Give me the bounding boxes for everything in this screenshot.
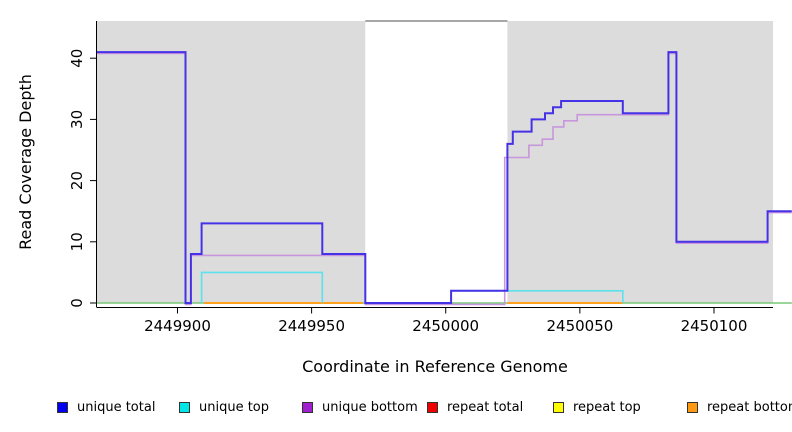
series-unique-total bbox=[97, 51, 792, 304]
legend-item-unique-top: unique top bbox=[179, 400, 269, 415]
legend-label: repeat top bbox=[573, 400, 641, 415]
series-unique-top bbox=[200, 271, 324, 303]
legend-swatch-icon bbox=[179, 402, 190, 413]
legend: unique total unique top unique bottom repea… bbox=[0, 396, 792, 426]
coverage-step-chart: 0 10 20 30 40 2449900 2449950 2450000 2450050 245… bbox=[16, 20, 792, 376]
legend-item-repeat-total: repeat total bbox=[427, 400, 523, 415]
legend-swatch-icon bbox=[57, 402, 68, 413]
plot-background-left bbox=[97, 21, 366, 303]
legend-label: repeat total bbox=[447, 400, 524, 415]
x-tick-label: 2450050 bbox=[546, 317, 613, 335]
x-tick-label: 2450000 bbox=[412, 317, 479, 335]
y-tick-label: 40 bbox=[68, 49, 86, 68]
legend-label: unique total bbox=[77, 400, 156, 415]
legend-label: unique bottom bbox=[322, 400, 418, 415]
legend-swatch-icon bbox=[553, 402, 564, 413]
y-tick-label: 30 bbox=[68, 110, 86, 129]
y-axis-title: Read Coverage Depth bbox=[16, 74, 35, 250]
plot-background-right bbox=[507, 21, 773, 303]
y-tick-label: 20 bbox=[68, 171, 86, 190]
legend-label: unique top bbox=[199, 400, 270, 415]
plot-generated-layer: 0 10 20 30 40 2449900 2449950 2450000 2450050 245… bbox=[68, 20, 792, 335]
legend-swatch-icon bbox=[427, 402, 438, 413]
legend-item-repeat-top: repeat top bbox=[553, 400, 641, 415]
y-tick-label: 0 bbox=[68, 298, 86, 308]
x-tick-label: 2449900 bbox=[144, 317, 211, 335]
x-tick-label: 2450100 bbox=[681, 317, 748, 335]
x-axis-title: Coordinate in Reference Genome bbox=[302, 357, 568, 376]
legend-swatch-icon bbox=[687, 402, 698, 413]
x-tick-label: 2449950 bbox=[278, 317, 345, 335]
series-unique-bottom bbox=[97, 52, 792, 306]
legend-item-unique-bottom: unique bottom bbox=[302, 400, 418, 415]
legend-swatch-icon bbox=[302, 402, 313, 413]
y-tick-label: 10 bbox=[68, 232, 86, 251]
legend-label: repeat bottom bbox=[707, 400, 792, 415]
legend-item-unique-total: unique total bbox=[57, 400, 155, 415]
legend-item-repeat-bottom: repeat bottom bbox=[687, 400, 792, 415]
